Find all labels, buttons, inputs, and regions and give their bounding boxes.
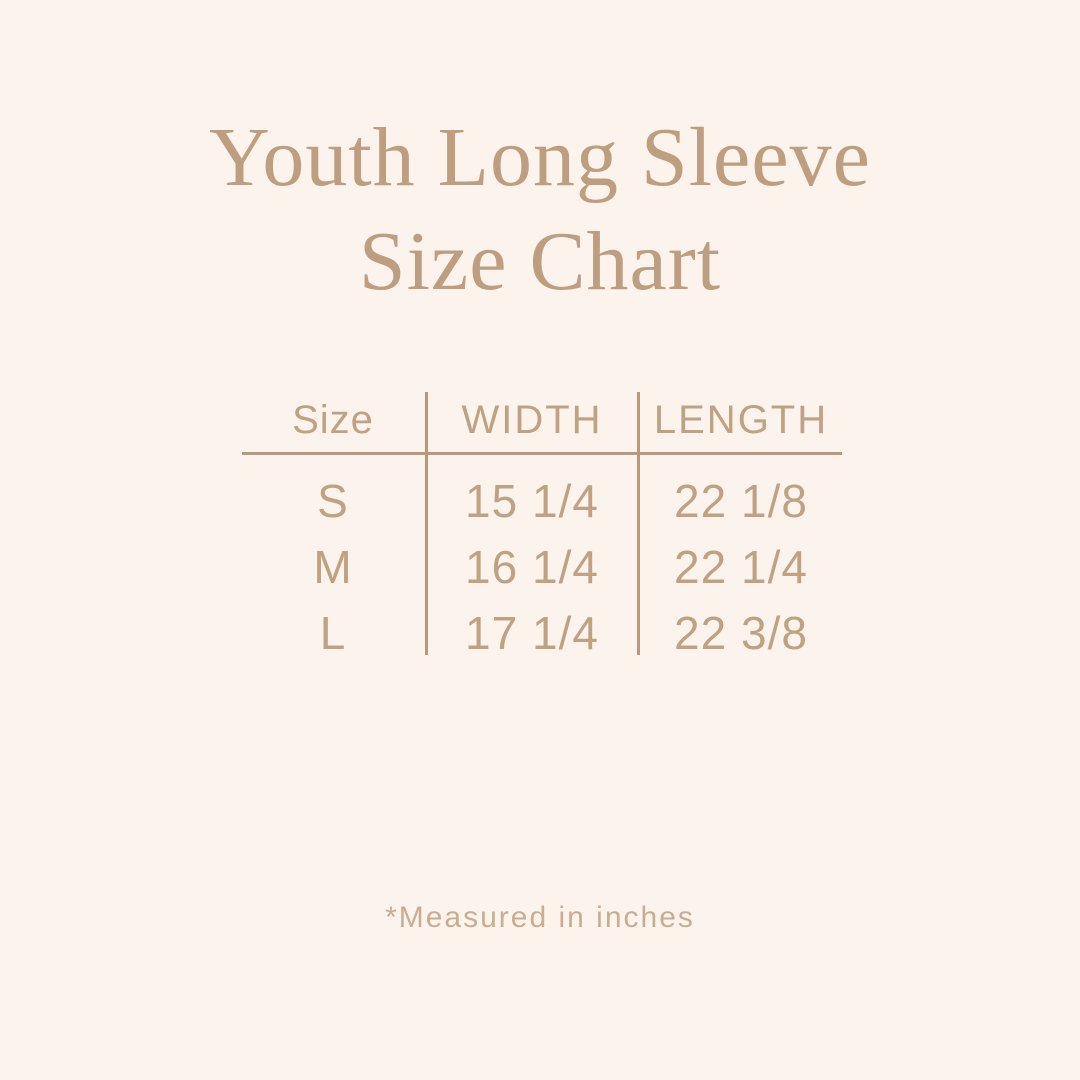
size-table-grid: Size WIDTH LENGTH S 15 1/4 22 1/8 M 16 1… (240, 388, 844, 670)
table-vertical-divider-1 (425, 392, 428, 655)
measurement-note: *Measured in inches (385, 901, 695, 934)
page-title: Youth Long Sleeve Size Chart (0, 106, 1080, 314)
size-table: Size WIDTH LENGTH S 15 1/4 22 1/8 M 16 1… (240, 388, 844, 670)
column-header-width: WIDTH (461, 397, 603, 442)
table-row-m-size: M (313, 541, 353, 593)
table-row-l-size: L (319, 607, 347, 659)
table-row-m-width: 16 1/4 (465, 541, 599, 593)
column-header-length: LENGTH (653, 397, 829, 442)
table-row-m-length: 22 1/4 (674, 541, 808, 593)
table-row-s-length: 22 1/8 (674, 475, 808, 527)
table-row-s-width: 15 1/4 (465, 475, 599, 527)
title-line-2: Size Chart (358, 215, 722, 308)
table-row-l-width: 17 1/4 (465, 607, 599, 659)
table-row-s-size: S (317, 475, 349, 527)
table-header-divider (242, 452, 842, 455)
title-line-1: Youth Long Sleeve (209, 111, 871, 204)
table-row-l-length: 22 3/8 (674, 607, 808, 659)
column-header-size: Size (292, 397, 374, 442)
table-vertical-divider-2 (637, 392, 640, 655)
